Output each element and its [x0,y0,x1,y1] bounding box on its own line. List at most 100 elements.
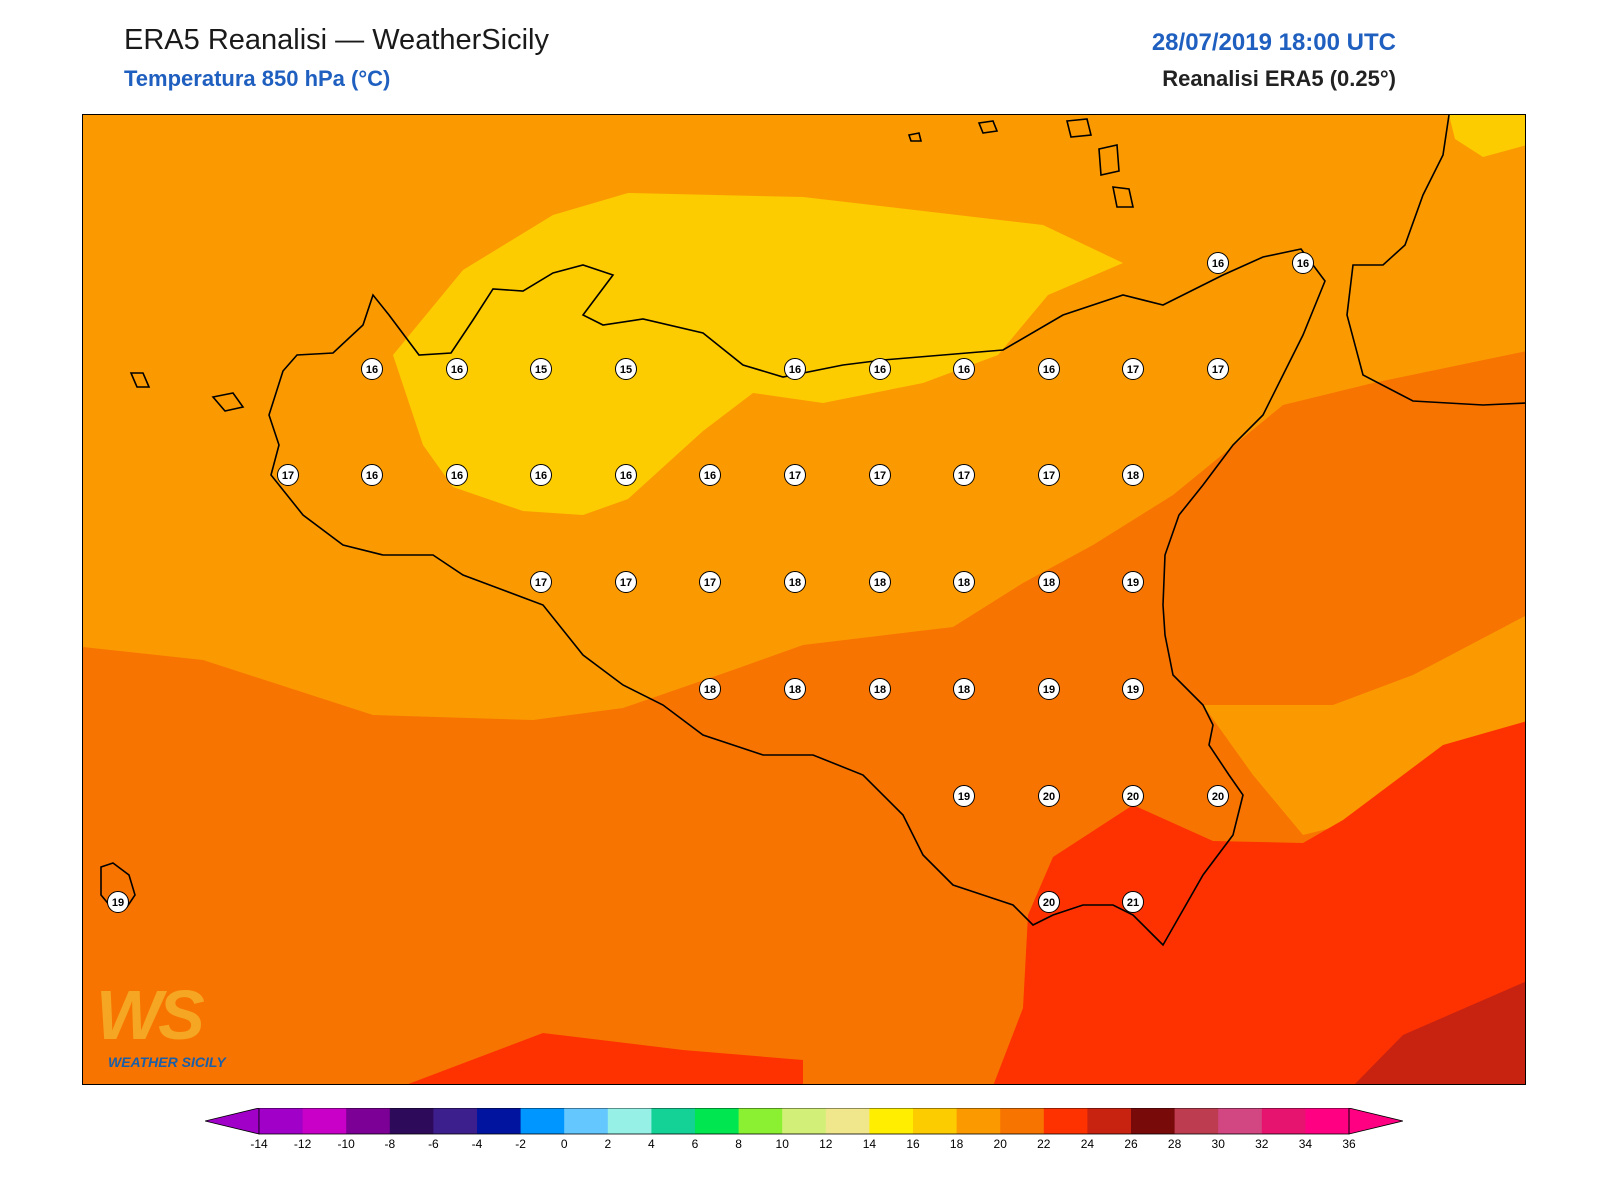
station-value: 17 [704,577,716,589]
station-value: 19 [1127,684,1139,696]
station-circle [1038,891,1060,913]
weathersicily-logo: WS WEATHER SICILY [96,980,256,1076]
colorbar-tick-label: -14 [250,1137,268,1151]
station-value: 16 [451,364,463,376]
station-marker: 16 [446,464,468,486]
station-value: 16 [874,364,886,376]
station-marker: 17 [530,571,552,593]
station-value: 18 [958,684,970,696]
colorbar-cell [477,1108,522,1134]
station-circle [953,571,975,593]
station-circle [953,678,975,700]
station-circle [1122,571,1144,593]
station-marker: 21 [1122,891,1144,913]
station-circle [869,678,891,700]
colorbar-tick-label: 22 [1037,1137,1051,1151]
map-canvas: 16 16 15 15 16 16 16 16 17 17 17 16 16 16 16 16 17 17 17 17… [83,115,1525,1084]
colorbar-cell [520,1108,565,1134]
station-circle [1122,358,1144,380]
colorbar-tick-label: -4 [472,1137,483,1151]
station-value: 20 [1043,791,1055,803]
colorbar-cell [782,1108,827,1134]
station-marker: 18 [784,678,806,700]
station-marker: 19 [1122,571,1144,593]
station-circle [1207,358,1229,380]
station-marker: 16 [446,358,468,380]
colorbar-tick-label: 2 [604,1137,611,1151]
station-value: 18 [1043,577,1055,589]
station-marker: 18 [869,678,891,700]
station-value: 20 [1127,791,1139,803]
station-value: 17 [1043,470,1055,482]
zone-22 [993,721,1525,1084]
station-value: 21 [1127,897,1139,909]
station-value: 19 [1127,577,1139,589]
station-markers: 16 16 15 15 16 16 16 16 17 17 17 16 16 16 16 16 17 17 17 17… [107,252,1314,913]
station-value: 17 [282,470,294,482]
station-value: 18 [958,577,970,589]
station-marker: 15 [530,358,552,380]
datetime-label: 28/07/2019 18:00 UTC [1151,29,1396,56]
colorbar-cell [564,1108,609,1134]
station-circle [1122,678,1144,700]
colorbar-cell [346,1108,391,1134]
station-circle [953,464,975,486]
station-circle [1122,464,1144,486]
colorbar-max-arrow [1348,1108,1403,1135]
station-circle [699,464,721,486]
station-value: 16 [451,470,463,482]
station-marker: 18 [1122,464,1144,486]
temperature-map: 16 16 15 15 16 16 16 16 17 17 17 16 16 16 16 16 17 17 17 17… [82,114,1526,1085]
colorbar-cell [302,1108,347,1134]
station-value: 16 [1297,258,1309,270]
station-circle [869,571,891,593]
station-marker: 17 [953,464,975,486]
station-marker: 17 [615,571,637,593]
colorbar-tick-label: 30 [1212,1137,1226,1151]
colorbar-frame [258,1108,1350,1135]
logo-text: WEATHER SICILY [108,1054,226,1070]
colorbar-tick-label: -8 [384,1137,395,1151]
station-circle [784,464,806,486]
station-marker: 19 [107,891,129,913]
station-value: 18 [1127,470,1139,482]
station-circle [107,891,129,913]
station-marker: 18 [1038,571,1060,593]
station-marker: 16 [530,464,552,486]
colorbar-tick-label: 0 [561,1137,568,1151]
station-marker: 18 [869,571,891,593]
station-marker: 18 [953,678,975,700]
station-value: 19 [958,791,970,803]
station-circle [784,678,806,700]
station-marker: 17 [869,464,891,486]
colorbar-tick-label: 14 [863,1137,877,1151]
colorbar-cell [651,1108,696,1134]
station-value: 17 [1127,364,1139,376]
colorbar-tick-label: 20 [994,1137,1008,1151]
station-value: 18 [874,684,886,696]
station-circle [869,358,891,380]
colorbar-tick-label: 24 [1081,1137,1095,1151]
colorbar-tick-label: 16 [906,1137,920,1151]
colorbar-tick-label: 6 [692,1137,699,1151]
station-circle [1038,571,1060,593]
station-value: 18 [789,684,801,696]
station-value: 19 [112,897,124,909]
colorbar-cell [1261,1108,1306,1134]
station-marker: 17 [699,571,721,593]
colorbar-tick-label: 4 [648,1137,655,1151]
station-marker: 16 [361,358,383,380]
map-title: ERA5 Reanalisi — WeatherSicily [124,24,549,56]
station-circle [446,358,468,380]
station-value: 15 [620,364,632,376]
colorbar-tick-label: 28 [1168,1137,1182,1151]
colorbar-cell [1305,1108,1350,1134]
station-circle [361,464,383,486]
station-value: 18 [704,684,716,696]
colorbar-cell [1218,1108,1263,1134]
station-circle [361,358,383,380]
station-marker: 20 [1207,785,1229,807]
station-value: 16 [704,470,716,482]
pantelleria-coast [100,862,136,908]
station-marker: 18 [699,678,721,700]
